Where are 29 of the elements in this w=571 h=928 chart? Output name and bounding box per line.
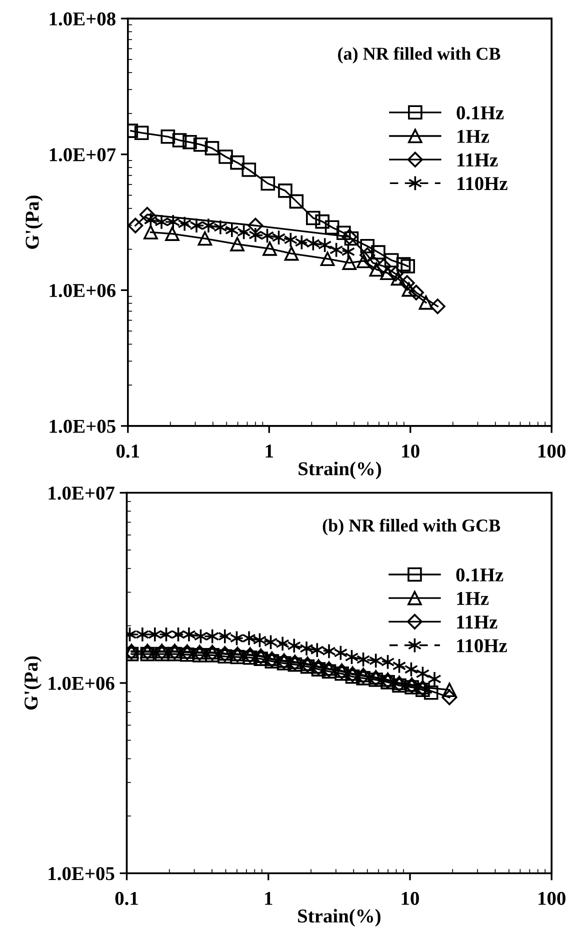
y-tick-label: 1.0E+06 — [50, 284, 116, 298]
x-tick-label: 0.1 — [116, 444, 140, 458]
x-tick-label: 1 — [266, 444, 273, 458]
legend-label: 11Hz — [458, 154, 498, 166]
legend-label: 110Hz — [458, 177, 508, 190]
y-tick-label: 1.0E+06 — [48, 676, 114, 690]
legend-label: 1Hz — [458, 130, 490, 143]
y-tick-label: 1.0E+05 — [48, 867, 114, 880]
legend-label: 1Hz — [457, 592, 489, 605]
x-tick-label: 10 — [402, 444, 420, 458]
x-axis-title: Strain(%) — [298, 462, 382, 480]
x-tick-label: 100 — [538, 892, 566, 905]
legend-label: 110Hz — [457, 639, 507, 652]
y-tick-label: 1.0E+08 — [50, 12, 116, 26]
y-tick-label: 1.0E+05 — [50, 420, 116, 433]
legend-label: 0.1Hz — [456, 106, 504, 120]
y-axis-title: G'(Pa) — [25, 196, 43, 249]
y-axis-title: G'(Pa) — [24, 656, 42, 710]
legend-label: 11Hz — [457, 616, 498, 628]
x-tick-label: 10 — [402, 892, 419, 905]
x-tick-label: 100 — [538, 444, 566, 458]
text: (a) NR filled with CB — [338, 46, 500, 64]
y-tick-label: 1.0E+07 — [50, 148, 116, 162]
text: (b) NR filled with GCB — [322, 518, 500, 536]
y-tick-label: 1.0E+07 — [48, 486, 114, 500]
x-axis-title: Strain(%) — [298, 908, 380, 927]
x-tick-label: 0.1 — [115, 892, 138, 906]
x-tick-label: 1 — [265, 892, 272, 905]
legend-label: 0.1Hz — [456, 568, 504, 582]
